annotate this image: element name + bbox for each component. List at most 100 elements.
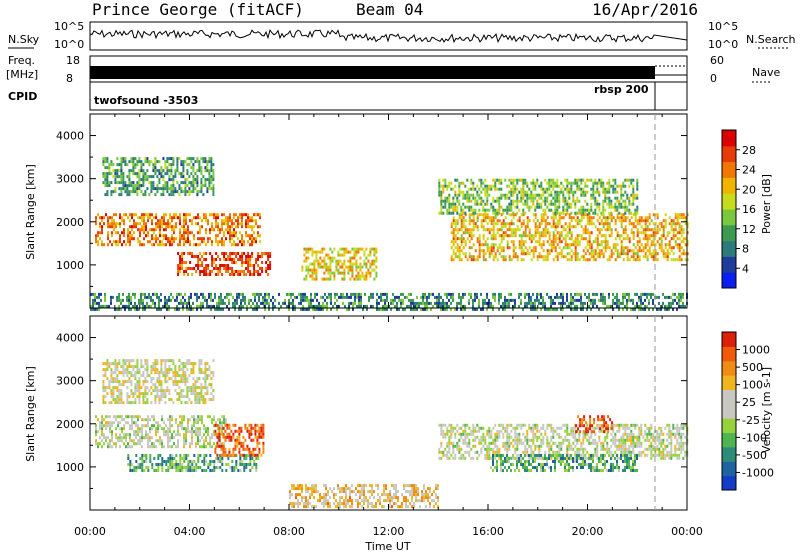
power-cell xyxy=(596,252,599,256)
power-cell xyxy=(456,199,459,203)
power-cell xyxy=(488,219,491,223)
power-cell xyxy=(307,250,310,254)
power-cell xyxy=(520,199,523,203)
velocity-cell xyxy=(224,450,227,454)
velocity-cell xyxy=(195,445,197,449)
power-cell xyxy=(518,246,521,250)
power-cell xyxy=(532,181,535,185)
power-cell xyxy=(146,295,148,299)
power-cell xyxy=(522,231,525,235)
velocity-cell xyxy=(115,445,117,449)
power-cell xyxy=(394,304,396,308)
power-cell xyxy=(448,304,450,308)
power-cell xyxy=(336,304,338,308)
power-cell xyxy=(164,301,166,305)
power-cell xyxy=(546,196,549,200)
power-cell xyxy=(602,181,605,185)
power-cell xyxy=(120,175,123,179)
power-cell xyxy=(524,190,527,194)
power-cell xyxy=(482,237,485,241)
power-cell xyxy=(135,225,137,229)
power-cell xyxy=(446,208,449,212)
power-cell xyxy=(249,225,251,229)
power-cell xyxy=(233,216,235,220)
power-cell xyxy=(217,267,220,270)
power-cell xyxy=(132,172,135,176)
power-cell xyxy=(253,267,256,270)
power-cell xyxy=(450,295,452,299)
power-cell xyxy=(186,301,188,305)
velocity-cell xyxy=(203,463,206,466)
power-cell xyxy=(592,301,594,305)
power-cell xyxy=(208,184,211,188)
power-cell xyxy=(212,178,215,182)
power-cell xyxy=(90,307,92,311)
power-cell xyxy=(512,234,515,238)
power-cell xyxy=(202,292,204,296)
power-cell xyxy=(542,190,545,194)
power-cell xyxy=(482,301,484,305)
power-cell xyxy=(510,231,513,235)
power-cell xyxy=(536,307,538,311)
power-cell xyxy=(534,228,537,232)
power-cell xyxy=(249,273,252,276)
power-cell xyxy=(498,205,501,209)
power-cell xyxy=(312,298,314,302)
power-cell xyxy=(146,160,149,164)
velocity-cell xyxy=(127,415,129,419)
power-cell xyxy=(414,304,416,308)
power-cell xyxy=(127,234,129,238)
power-cell xyxy=(604,228,607,232)
power-cell xyxy=(414,301,416,305)
power-cell xyxy=(670,219,673,223)
velocity-cell xyxy=(117,415,119,419)
velocity-cell xyxy=(246,444,249,448)
power-cell xyxy=(349,259,352,263)
power-cell xyxy=(245,222,247,226)
power-cell xyxy=(215,237,217,241)
power-cell xyxy=(288,307,290,311)
power-cell xyxy=(620,219,623,223)
velocity-cell xyxy=(111,445,113,449)
power-cell xyxy=(552,307,554,311)
power-cell xyxy=(600,184,603,188)
power-cell xyxy=(520,178,523,182)
power-cell xyxy=(208,175,211,179)
power-cell xyxy=(476,307,478,311)
velocity-cell xyxy=(211,445,213,449)
power-cell xyxy=(486,301,488,305)
power-cell xyxy=(116,181,119,185)
power-cell xyxy=(245,258,248,261)
velocity-cell xyxy=(126,392,129,396)
velocity-cell xyxy=(262,447,265,451)
power-cell xyxy=(147,219,149,223)
power-cell xyxy=(478,298,480,302)
power-cell xyxy=(642,231,645,235)
velocity-cell xyxy=(151,415,153,419)
power-cell xyxy=(562,237,565,241)
power-cell xyxy=(540,219,543,223)
power-cell xyxy=(534,307,536,311)
power-cell xyxy=(145,228,147,232)
power-cell xyxy=(456,255,459,259)
power-cell xyxy=(680,252,683,256)
power-cell xyxy=(108,304,110,308)
velocity-cell xyxy=(118,362,121,366)
power-cell xyxy=(179,231,181,235)
power-cell xyxy=(486,196,489,200)
power-cell xyxy=(355,259,358,263)
power-cell xyxy=(206,169,209,173)
power-cell xyxy=(582,307,584,311)
power-cell xyxy=(630,193,633,197)
power-cell xyxy=(516,181,519,185)
velocity-cell xyxy=(185,427,187,431)
power-cell xyxy=(486,249,489,253)
power-cell xyxy=(478,196,481,200)
power-cell xyxy=(600,234,603,238)
power-cell xyxy=(284,301,286,305)
power-cell xyxy=(556,184,559,188)
power-cell xyxy=(562,211,565,215)
velocity-cell xyxy=(191,433,193,437)
power-cell xyxy=(100,298,102,302)
power-cell xyxy=(506,228,509,232)
